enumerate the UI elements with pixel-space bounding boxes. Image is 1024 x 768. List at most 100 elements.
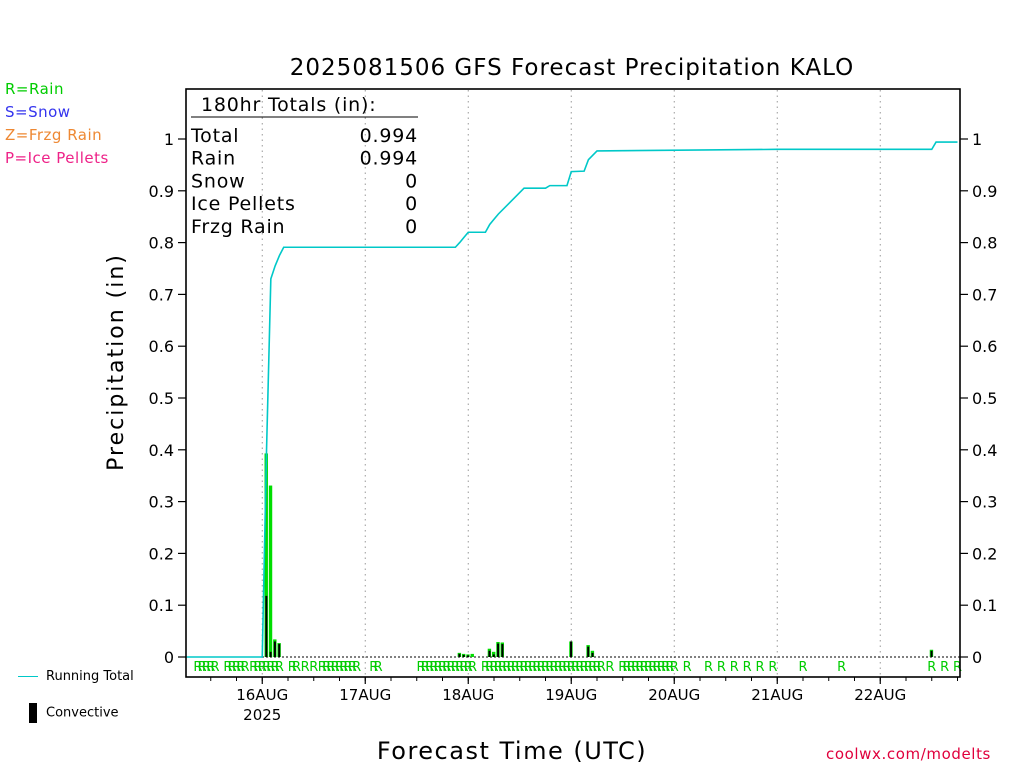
rain-marker: R <box>434 660 443 675</box>
rain-marker: R <box>653 660 662 675</box>
rain-marker: R <box>683 660 692 675</box>
totals-row-value: 0 <box>405 193 418 215</box>
x-tick-label: 21AUG <box>751 686 803 704</box>
rain-marker: R <box>309 660 318 675</box>
y-tick-label-right: 0.2 <box>972 544 997 563</box>
y-tick-label-right: 0.4 <box>972 441 997 460</box>
running-total-legend: Running Total <box>18 669 134 684</box>
y-tick-label-right: 0.3 <box>972 493 997 512</box>
x-tick-label: 19AUG <box>545 686 597 704</box>
y-tick-label-right: 1 <box>972 130 982 149</box>
rain-marker: R <box>438 660 447 675</box>
convective-bar <box>591 652 594 657</box>
rain-marker: R <box>623 660 632 675</box>
rain-marker: R <box>953 660 962 675</box>
rain-marker: R <box>743 660 752 675</box>
rain-marker: R <box>275 660 284 675</box>
y-tick-label-right: 0.5 <box>972 389 997 408</box>
totals-row-value: 0.994 <box>360 148 418 170</box>
totals-row-label: Frzg Rain <box>191 216 285 238</box>
rain-marker: R <box>927 660 936 675</box>
rain-marker: R <box>597 660 606 675</box>
totals-rows: Total 0.994 Rain 0.994 Snow 0 Ice Pellets 0 Frzg… <box>190 125 418 238</box>
rain-marker: R <box>558 660 567 675</box>
totals-row-value: 0.994 <box>360 125 418 147</box>
y-tick-label: 0.2 <box>149 544 174 563</box>
convective-bar <box>492 654 495 657</box>
rain-marker: R <box>331 660 340 675</box>
rain-marker: R <box>421 660 430 675</box>
rain-marker: R <box>562 660 571 675</box>
y-axis-ticks: 0 00.1 0.10.2 0.20.3 0.30.4 0.40.5 0.50.6 0.60.… <box>149 130 998 667</box>
rain-marker: R <box>532 660 541 675</box>
rain-marker: R <box>550 660 559 675</box>
convective-bar <box>462 654 465 657</box>
convective-legend: Convective <box>18 703 119 723</box>
rain-marker: R <box>618 660 627 675</box>
rain-marker: R <box>232 660 241 675</box>
rain-marker: R <box>717 660 726 675</box>
rain-marker: R <box>271 660 280 675</box>
precip-type-legend-item: Z=Frzg Rain <box>5 126 103 144</box>
rain-marker: R <box>335 660 344 675</box>
rain-marker: R <box>262 660 271 675</box>
rain-marker: R <box>369 660 378 675</box>
y-tick-label-right: 0 <box>972 648 982 667</box>
y-tick-label: 0.1 <box>149 596 174 615</box>
totals-box: 180hr Totals (in): Total 0.994 Rain 0.994 Sn… <box>190 94 418 238</box>
rain-marker: R <box>648 660 657 675</box>
y-tick-label: 1 <box>164 130 174 149</box>
rain-bar <box>268 485 273 657</box>
totals-row-value: 0 <box>405 170 418 192</box>
rain-marker: R <box>417 660 426 675</box>
y-tick-label: 0.9 <box>149 182 174 201</box>
convective-bar <box>265 595 268 657</box>
chart-title: 2025081506 GFS Forecast Precipitation KA… <box>290 55 854 81</box>
totals-row-label: Snow <box>191 170 245 192</box>
rain-marker: R <box>485 660 494 675</box>
rain-marker: R <box>442 660 451 675</box>
y-tick-label: 0.4 <box>149 441 174 460</box>
totals-heading: 180hr Totals (in): <box>201 94 376 116</box>
y-tick-label: 0.6 <box>149 337 174 356</box>
plot-frame <box>185 88 961 678</box>
rain-marker: R <box>515 660 524 675</box>
rain-marker: R <box>661 660 670 675</box>
rain-marker: R <box>322 660 331 675</box>
rain-marker: R <box>571 660 580 675</box>
rain-marker: R <box>837 660 846 675</box>
rain-marker: R <box>206 660 215 675</box>
rain-marker: R <box>352 660 361 675</box>
totals-row-value: 0 <box>405 216 418 238</box>
rain-marker: R <box>447 660 456 675</box>
convective-bar <box>269 651 272 657</box>
rain-marker: R <box>494 660 503 675</box>
y-tick-label-right: 0.6 <box>972 337 997 356</box>
rain-marker: R <box>588 660 597 675</box>
rain-marker: R <box>464 660 473 675</box>
precip-type-legend-item: P=Ice Pellets <box>5 149 109 167</box>
running-total-legend-label: Running Total <box>46 669 134 684</box>
running-total-swatch <box>18 676 38 677</box>
convective-bar <box>570 641 573 657</box>
x-tick-label: 16AUG <box>236 686 288 704</box>
rain-marker: R <box>592 660 601 675</box>
rain-marker: R <box>940 660 949 675</box>
convective-bar <box>278 644 281 657</box>
rain-marker: R <box>511 660 520 675</box>
rain-marker: R <box>640 660 649 675</box>
rain-marker: R <box>318 660 327 675</box>
rain-marker: R <box>584 660 593 675</box>
x-tick-label: 20AUG <box>648 686 700 704</box>
totals-row-label: Rain <box>191 148 236 170</box>
convective-bar <box>467 655 470 657</box>
credit-link[interactable]: coolwx.com/modelts <box>826 745 991 763</box>
rain-marker: R <box>253 660 262 675</box>
rain-marker: R <box>301 660 310 675</box>
y-axis-label: Precipitation (in) <box>104 253 129 471</box>
rain-marker: R <box>223 660 232 675</box>
rain-marker: R <box>374 660 383 675</box>
rain-marker: R <box>644 660 653 675</box>
